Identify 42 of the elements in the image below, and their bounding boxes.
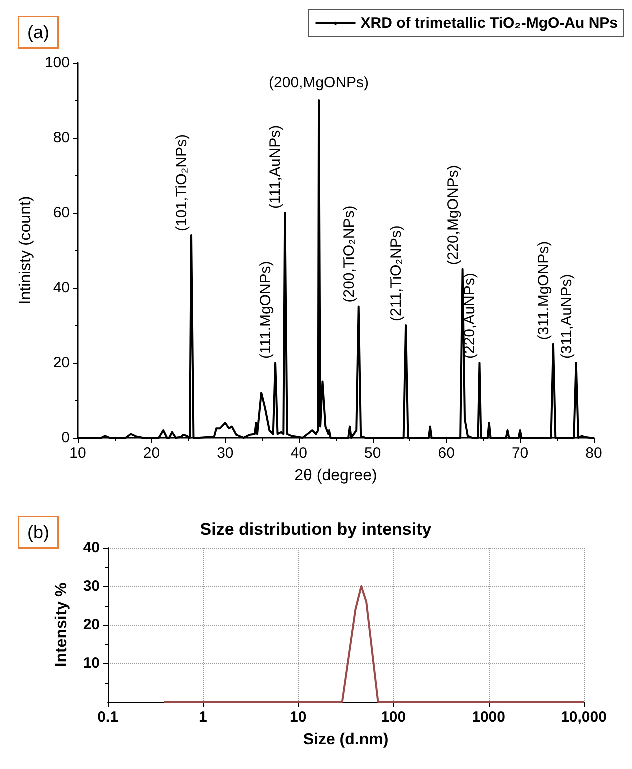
x-tick-label: 70 xyxy=(512,445,529,462)
y-tick-label: 60 xyxy=(53,204,70,222)
annotation: (111,AuNPs) xyxy=(267,125,284,209)
annotation: (200,MgONPs) xyxy=(269,74,370,92)
text: (b) xyxy=(28,522,50,542)
annotation: (311,AuNPs) xyxy=(558,274,576,359)
annotation: (200,TiO₂NPs) xyxy=(340,206,358,303)
y-tick-label: 20 xyxy=(53,354,70,372)
x-tick-label: 10,000 xyxy=(561,709,607,726)
x-tick-label: 20 xyxy=(143,445,160,462)
y-axis-title: Intensity % xyxy=(54,582,70,668)
y-tick-label: 40 xyxy=(83,540,100,556)
chart-title: Size distribution by intensity xyxy=(200,520,432,539)
annotation: (111.MgONPs) xyxy=(258,261,275,359)
x-axis-title: Size (d.nm) xyxy=(303,732,389,748)
y-axis-title: Intinisty (count) xyxy=(18,196,35,305)
x-tick-label: 40 xyxy=(290,445,308,462)
annotation: (211,TiO₂NPs) xyxy=(388,226,406,322)
x-tick-label: 60 xyxy=(438,445,455,462)
x-tick-label: 100 xyxy=(381,709,406,726)
y-tick-label: 80 xyxy=(53,130,70,146)
x-tick-label: 0.1 xyxy=(98,709,118,726)
annotation: (220,MgONPs) xyxy=(444,165,462,266)
y-tick-label: 30 xyxy=(83,578,100,595)
y-tick-label: 40 xyxy=(53,280,70,296)
x-tick-label: 10 xyxy=(290,709,307,726)
x-tick-label: 30 xyxy=(217,445,234,462)
x-tick-label: 10 xyxy=(70,445,86,462)
text: (a) xyxy=(28,22,50,42)
x-axis-title: 2θ (degree) xyxy=(294,468,378,484)
annotation: (101,TiO₂NPs) xyxy=(174,134,191,232)
x-tick-label: 1 xyxy=(199,709,208,726)
legend-label: XRD of trimetallic TiO₂-MgO-Au NPs xyxy=(360,15,618,32)
y-tick-label: 20 xyxy=(83,616,100,634)
annotation: (220,AuNPs) xyxy=(462,273,479,359)
y-tick-label: 0 xyxy=(62,430,70,446)
x-tick-label: 80 xyxy=(586,445,602,462)
x-tick-label: 50 xyxy=(364,445,382,462)
x-tick-label: 1000 xyxy=(472,709,506,726)
annotation: (311.MgONPs) xyxy=(535,241,552,340)
y-tick-label: 10 xyxy=(83,655,100,672)
y-tick-label: 100 xyxy=(44,54,70,72)
